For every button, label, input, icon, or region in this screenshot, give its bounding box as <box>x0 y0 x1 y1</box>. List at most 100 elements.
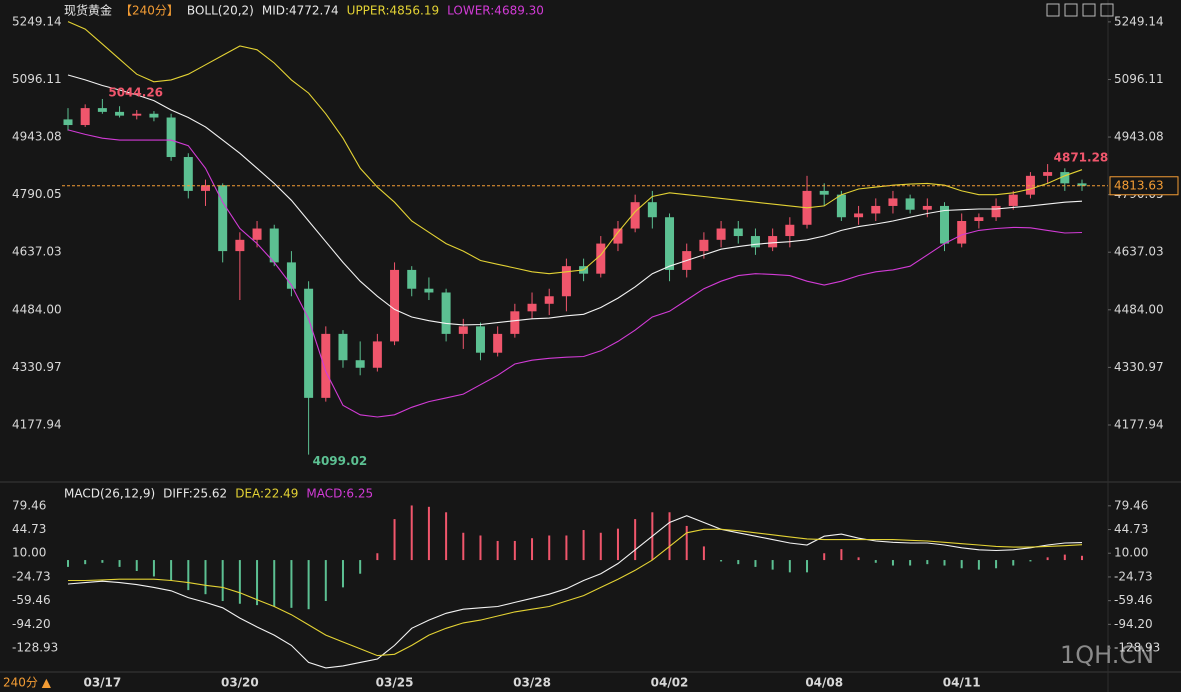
candle-body <box>957 220 967 244</box>
last-price-label: 4813.63 <box>1114 178 1164 192</box>
macd-bar <box>393 519 396 561</box>
macd-bar <box>513 540 516 561</box>
y-tick-label: -128.93 <box>12 641 58 655</box>
x-tick-label: 04/02 <box>651 676 689 690</box>
indicator-line <box>67 21 1083 275</box>
candle-body <box>80 108 90 126</box>
candle-body <box>252 228 262 240</box>
tool-button[interactable] <box>1100 3 1114 17</box>
candle-body <box>149 113 159 118</box>
y-tick-label: -59.46 <box>12 593 51 607</box>
y-tick-label-right: -24.73 <box>1114 569 1153 583</box>
macd-bar <box>479 535 482 561</box>
x-tick-label: 03/25 <box>376 676 414 690</box>
watermark: 1QH.CN <box>1060 641 1154 669</box>
candle-body <box>1043 172 1053 176</box>
tool-button[interactable] <box>1064 3 1078 17</box>
candle-body <box>321 333 331 398</box>
candle-body <box>458 326 468 334</box>
y-tick-label: 79.46 <box>12 498 46 512</box>
macd-bar <box>531 538 534 561</box>
candle-body <box>699 239 709 252</box>
y-tick-label: 4637.03 <box>12 245 62 259</box>
y-tick-label-right: 5096.11 <box>1114 72 1164 86</box>
y-tick-label: -24.73 <box>12 569 51 583</box>
macd-bar <box>1046 557 1049 561</box>
toolbar[interactable] <box>1046 3 1114 17</box>
macd-bar <box>273 560 276 607</box>
candle-body <box>733 228 743 237</box>
macd-bar <box>874 560 877 563</box>
macd-bar <box>1063 554 1066 561</box>
y-tick-label: -94.20 <box>12 617 51 631</box>
macd-bar <box>702 546 705 561</box>
candle-body <box>871 205 881 214</box>
macd-bar <box>599 532 602 561</box>
macd-bar <box>857 557 860 561</box>
y-tick-label-right: -128.93 <box>1114 641 1160 655</box>
y-tick-label-right: 10.00 <box>1114 546 1148 560</box>
macd-bar <box>101 560 104 563</box>
y-tick-label: 4484.00 <box>12 302 62 316</box>
macd-bar <box>204 560 207 595</box>
macd-bar <box>341 560 344 588</box>
y-tick-label: 4943.08 <box>12 130 62 144</box>
candle-body <box>286 262 296 289</box>
candle-body <box>390 269 400 342</box>
y-tick-label-right: 4330.97 <box>1114 360 1164 374</box>
candle-body <box>544 296 554 304</box>
legend-entry: MACD(26,12,9) <box>64 487 155 501</box>
candle-body <box>115 111 125 116</box>
legend-entry: DIFF:25.62 <box>163 487 227 501</box>
macd-bar <box>685 525 688 561</box>
macd-bar <box>118 560 121 567</box>
candle-body <box>630 202 640 229</box>
macd-bar <box>771 560 774 570</box>
macd-bar <box>359 560 362 574</box>
macd-bar <box>1081 555 1083 561</box>
y-tick-label-right: 79.46 <box>1114 498 1148 512</box>
tool-button[interactable] <box>1082 3 1096 17</box>
candle-body <box>940 205 950 244</box>
macd-bar <box>634 519 637 561</box>
macd-bar <box>84 560 87 565</box>
y-tick-label-right: -59.46 <box>1114 593 1153 607</box>
macd-bar <box>891 560 894 566</box>
candle-body <box>304 288 314 398</box>
macd-bar <box>307 560 310 610</box>
candle-body <box>200 185 210 191</box>
macd-bar <box>187 560 190 591</box>
candle-body <box>338 333 348 361</box>
high-annotation: 4871.28 <box>1054 151 1109 165</box>
macd-bar <box>840 549 843 561</box>
candle-body <box>716 228 726 240</box>
macd-bar <box>926 560 929 565</box>
candle-body <box>922 205 932 210</box>
indicator-line <box>67 515 1083 669</box>
candle-body <box>235 239 245 252</box>
macd-bar <box>977 560 980 570</box>
legend-entry: 【240分】 <box>120 4 179 18</box>
macd-bar <box>462 532 465 561</box>
period-button[interactable]: 240分 ▲ <box>3 676 52 690</box>
macd-bar <box>806 560 809 573</box>
x-tick-label: 03/20 <box>221 676 259 690</box>
macd-bar <box>960 560 963 569</box>
y-tick-label: 5096.11 <box>12 72 62 86</box>
tool-button[interactable] <box>1046 3 1060 17</box>
candle-body <box>974 217 984 221</box>
candle-body <box>768 236 778 248</box>
candle-body <box>785 224 795 237</box>
y-tick-label-right: 5249.14 <box>1114 14 1164 28</box>
y-tick-label: 44.73 <box>12 522 46 536</box>
macd-bar <box>1029 560 1032 562</box>
x-tick-label: 03/28 <box>513 676 551 690</box>
macd-bar <box>496 540 499 561</box>
candle-body <box>63 119 73 126</box>
candle-body <box>527 303 537 312</box>
legend-entry: MACD:6.25 <box>306 487 373 501</box>
legend-entry: 现货黄金 <box>64 3 112 18</box>
macd-bar <box>737 560 740 565</box>
